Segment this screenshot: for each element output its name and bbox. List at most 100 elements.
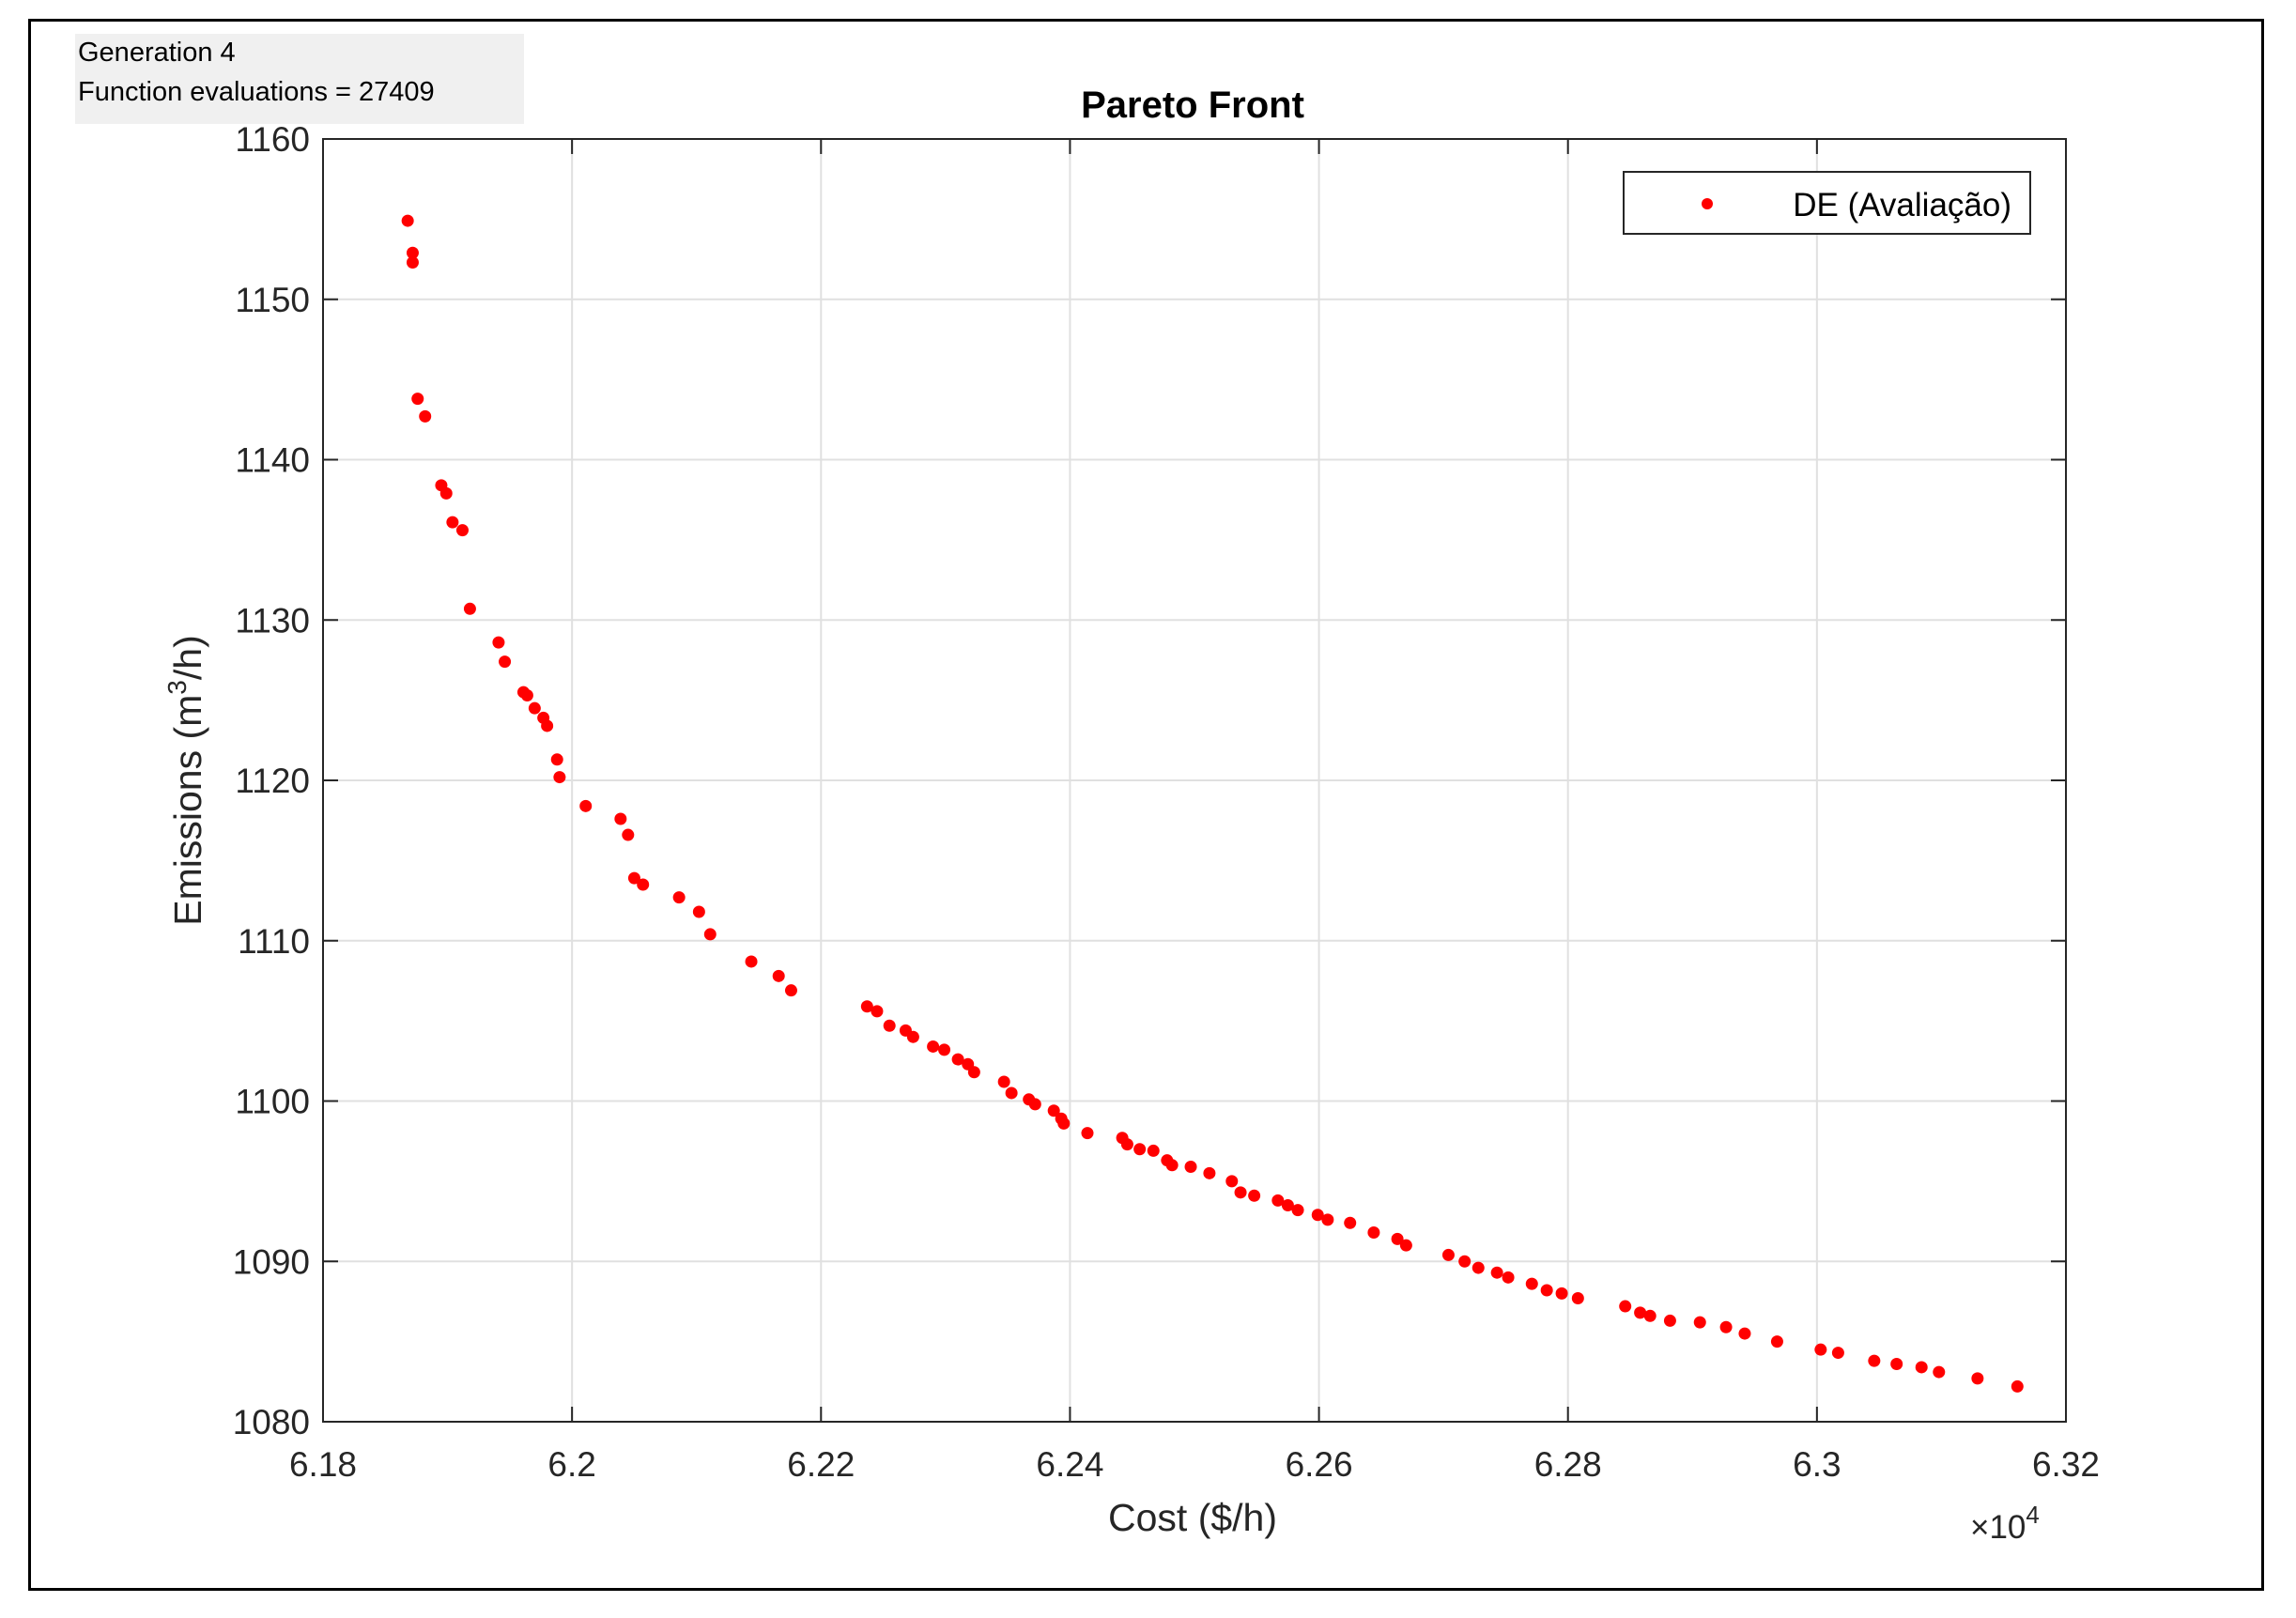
data-point bbox=[745, 955, 758, 968]
y-axis-label: Emissions (m3/h) bbox=[162, 635, 209, 925]
y-tick-label: 1080 bbox=[233, 1403, 310, 1441]
data-point bbox=[401, 214, 414, 227]
data-point bbox=[1693, 1316, 1706, 1329]
data-point bbox=[1344, 1216, 1357, 1229]
data-point bbox=[419, 409, 432, 423]
data-point bbox=[1540, 1284, 1553, 1297]
legend-marker bbox=[1702, 198, 1713, 209]
data-point bbox=[579, 799, 593, 812]
data-point bbox=[772, 969, 785, 982]
data-point bbox=[1391, 1232, 1404, 1245]
data-point bbox=[446, 516, 459, 529]
data-point bbox=[1472, 1261, 1485, 1274]
data-point bbox=[1367, 1226, 1380, 1240]
data-point bbox=[1971, 1372, 1984, 1385]
data-point bbox=[1028, 1098, 1041, 1111]
y-tick-label: 1160 bbox=[235, 120, 310, 159]
legend-label: DE (Avaliação) bbox=[1793, 187, 2011, 223]
x-tick-label: 6.18 bbox=[289, 1445, 357, 1484]
data-point bbox=[871, 1005, 884, 1018]
data-point bbox=[1203, 1166, 1216, 1179]
data-point bbox=[1081, 1127, 1094, 1140]
x-tick-label: 6.26 bbox=[1286, 1445, 1353, 1484]
x-axis-ticks: 6.18 6.2 6.22 6.24 6.26 6.28 6.3 6.32 bbox=[289, 139, 2100, 1484]
data-point bbox=[906, 1030, 919, 1043]
y-tick-label: 1090 bbox=[233, 1242, 310, 1281]
data-point bbox=[1147, 1144, 1160, 1157]
data-point bbox=[499, 655, 512, 669]
data-point bbox=[1441, 1248, 1455, 1261]
data-point bbox=[1634, 1306, 1647, 1319]
data-point bbox=[1770, 1335, 1783, 1348]
data-point bbox=[411, 393, 424, 406]
data-point bbox=[1120, 1138, 1133, 1151]
data-point bbox=[406, 246, 419, 259]
data-point bbox=[1133, 1143, 1147, 1156]
data-point bbox=[672, 891, 686, 904]
x-axis-exponent: ×104 bbox=[1970, 1501, 2040, 1546]
data-point bbox=[1399, 1239, 1412, 1252]
x-tick-label: 6.2 bbox=[547, 1445, 595, 1484]
legend: DE (Avaliação) bbox=[1623, 171, 2031, 235]
data-point bbox=[1005, 1086, 1018, 1100]
x-axis-label: Cost ($/h) bbox=[1108, 1496, 1277, 1539]
data-points bbox=[401, 214, 2024, 1393]
data-point bbox=[1321, 1213, 1334, 1226]
data-point bbox=[1814, 1343, 1827, 1356]
data-point bbox=[703, 928, 717, 941]
data-point bbox=[1291, 1204, 1304, 1217]
y-tick-label: 1130 bbox=[235, 601, 310, 639]
optimization-status-box: Generation 4 Function evaluations = 2740… bbox=[75, 34, 524, 124]
y-tick-label: 1140 bbox=[235, 441, 310, 480]
x-axis-exponent-power: 4 bbox=[2026, 1501, 2039, 1529]
data-point bbox=[883, 1019, 896, 1032]
y-axis-ticks: 1080 1090 1100 1110 1120 1130 1140 1150 1160 bbox=[233, 120, 2066, 1441]
y-tick-label: 1100 bbox=[235, 1083, 310, 1121]
data-point bbox=[967, 1066, 980, 1079]
data-point bbox=[1933, 1365, 1946, 1379]
data-point bbox=[1311, 1209, 1324, 1222]
x-tick-label: 6.28 bbox=[1534, 1445, 1602, 1484]
data-point bbox=[439, 486, 453, 500]
data-point bbox=[463, 602, 476, 615]
y-axis-label-tail: /h) bbox=[166, 635, 209, 680]
data-point bbox=[1281, 1198, 1294, 1211]
data-point bbox=[1571, 1292, 1584, 1305]
x-tick-label: 6.3 bbox=[1793, 1445, 1841, 1484]
data-point bbox=[1719, 1320, 1733, 1333]
data-point bbox=[1643, 1309, 1657, 1322]
data-point bbox=[951, 1053, 964, 1066]
data-point bbox=[1458, 1255, 1472, 1268]
data-point bbox=[1619, 1300, 1632, 1313]
data-point bbox=[2011, 1379, 2024, 1393]
data-point bbox=[520, 689, 533, 702]
data-point bbox=[406, 255, 419, 269]
data-point bbox=[1184, 1161, 1197, 1174]
data-point bbox=[550, 753, 563, 766]
x-tick-label: 6.24 bbox=[1036, 1445, 1103, 1484]
data-point bbox=[1868, 1354, 1881, 1367]
data-point bbox=[927, 1040, 940, 1053]
y-tick-label: 1150 bbox=[235, 281, 310, 319]
data-point bbox=[1490, 1266, 1503, 1279]
generation-label: Generation 4 bbox=[78, 38, 236, 68]
data-point bbox=[784, 984, 797, 997]
data-point bbox=[1234, 1186, 1247, 1199]
data-point bbox=[627, 871, 640, 885]
data-point bbox=[1225, 1175, 1239, 1188]
data-point bbox=[692, 905, 705, 918]
data-point bbox=[1502, 1271, 1515, 1284]
y-axis-label-main: Emissions (m bbox=[166, 695, 209, 926]
data-point bbox=[938, 1043, 951, 1056]
data-point bbox=[1525, 1277, 1538, 1290]
y-tick-label: 1110 bbox=[238, 922, 310, 961]
data-point bbox=[455, 524, 469, 537]
data-point bbox=[1248, 1189, 1261, 1202]
data-point bbox=[1831, 1347, 1844, 1360]
x-tick-label: 6.22 bbox=[787, 1445, 855, 1484]
legend-box bbox=[1623, 171, 2031, 235]
data-point bbox=[553, 771, 566, 784]
data-point bbox=[1555, 1287, 1568, 1300]
chart-title: Pareto Front bbox=[1081, 85, 1304, 126]
